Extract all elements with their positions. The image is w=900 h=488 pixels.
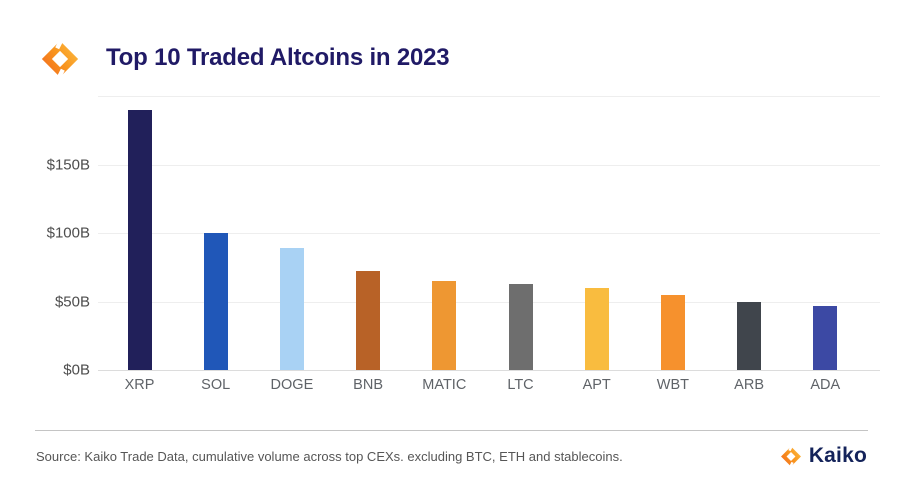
x-label-arb: ARB — [734, 377, 765, 393]
bar-bnb — [356, 271, 381, 370]
kaiko-brand-lockup: Kaiko — [780, 444, 867, 468]
bar-matic — [432, 280, 457, 370]
bar-apt — [584, 287, 609, 370]
bar-ada — [813, 305, 838, 370]
chart-title: Top 10 Traded Altcoins in 2023 — [106, 44, 450, 71]
x-label-matic: MATIC — [422, 377, 467, 393]
x-label-ltc: LTC — [507, 377, 534, 393]
y-tick-label: $0B — [63, 361, 90, 379]
kaiko-logo-icon — [780, 444, 801, 468]
y-tick-label: $50B — [54, 293, 90, 310]
source-note: Source: Kaiko Trade Data, cumulative vol… — [36, 449, 623, 464]
x-label-wbt: WBT — [656, 377, 689, 393]
bar-xrp — [127, 109, 152, 370]
bar-arb — [737, 301, 762, 370]
kaiko-wordmark: Kaiko — [808, 444, 867, 467]
bar-doge — [279, 248, 304, 370]
bar-sol — [203, 233, 228, 370]
y-tick-label: $100B — [46, 224, 90, 242]
x-label-bnb: BNB — [353, 377, 384, 393]
x-label-ada: ADA — [810, 377, 841, 393]
footer-divider — [35, 430, 868, 431]
gridline-150 — [98, 164, 880, 166]
gridline-50 — [98, 301, 880, 303]
x-label-sol: SOL — [201, 377, 231, 393]
x-axis-line — [98, 370, 880, 371]
y-tick-label: $150B — [46, 156, 90, 173]
bar-ltc — [508, 283, 533, 370]
gridline-100 — [98, 233, 880, 234]
kaiko-logo-icon — [41, 38, 79, 80]
gridline-200 — [98, 96, 880, 97]
x-label-doge: DOGE — [270, 377, 314, 393]
x-label-xrp: XRP — [124, 377, 155, 393]
bar-wbt — [660, 294, 685, 370]
x-label-apt: APT — [582, 377, 611, 393]
